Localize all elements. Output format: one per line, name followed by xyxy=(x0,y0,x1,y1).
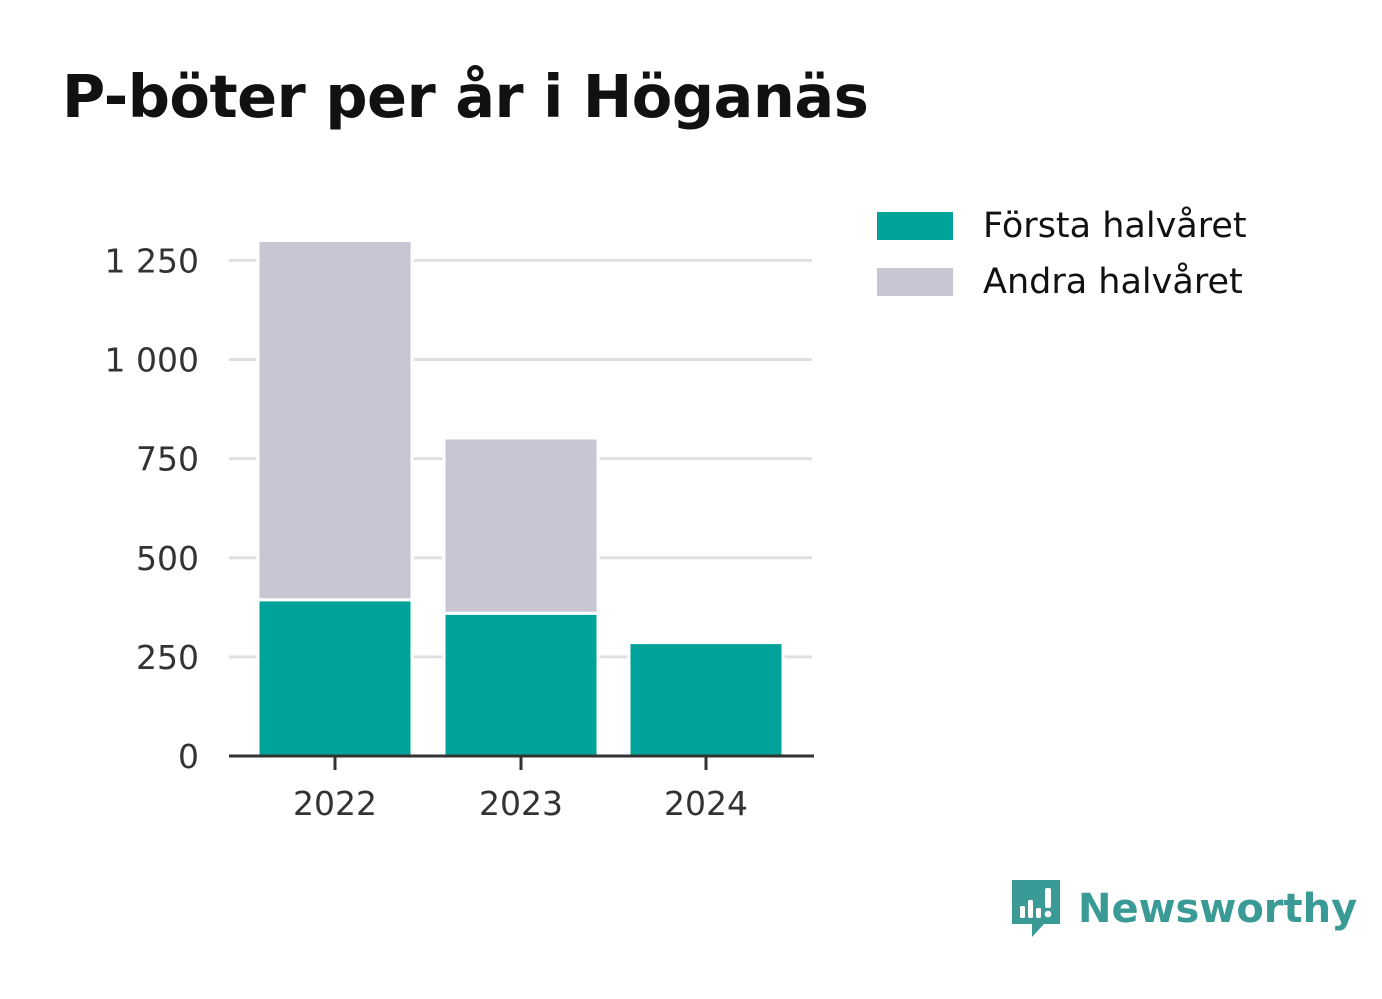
x-tick-label: 2023 xyxy=(479,784,563,823)
brand-logo: Newsworthy xyxy=(1010,878,1357,940)
legend-item-second-half: Andra halvåret xyxy=(877,254,1247,310)
legend-swatch-first-half xyxy=(877,212,953,240)
brand-name: Newsworthy xyxy=(1078,886,1358,932)
legend-label: Första halvåret xyxy=(983,206,1247,246)
bar-2022-second-half xyxy=(256,239,414,602)
legend-label: Andra halvåret xyxy=(983,262,1243,302)
newsworthy-logo-icon xyxy=(1012,880,1060,937)
x-tick-label: 2022 xyxy=(293,784,377,823)
x-tick-label: 2024 xyxy=(664,784,748,823)
y-tick-label: 500 xyxy=(136,539,199,578)
bars xyxy=(256,239,785,758)
bar-2022-first-half xyxy=(256,598,414,758)
chart-title: P-böter per år i Höganäs xyxy=(62,62,869,131)
y-tick-label: 1 250 xyxy=(105,241,199,280)
legend: Första halvåret Andra halvåret xyxy=(877,198,1247,310)
legend-swatch-second-half xyxy=(877,268,953,296)
bar-2023-first-half xyxy=(442,611,600,758)
legend-item-first-half: Första halvåret xyxy=(877,198,1247,254)
axes: 0 250 500 750 1 000 1 250 2022 2023 2024 xyxy=(105,241,814,823)
y-tick-label: 1 000 xyxy=(105,341,199,380)
y-tick-label: 750 xyxy=(136,440,199,479)
y-tick-label: 250 xyxy=(136,638,199,677)
bar-2024-first-half xyxy=(627,641,785,758)
bar-2023-second-half xyxy=(442,436,600,615)
y-tick-label: 0 xyxy=(178,737,199,776)
